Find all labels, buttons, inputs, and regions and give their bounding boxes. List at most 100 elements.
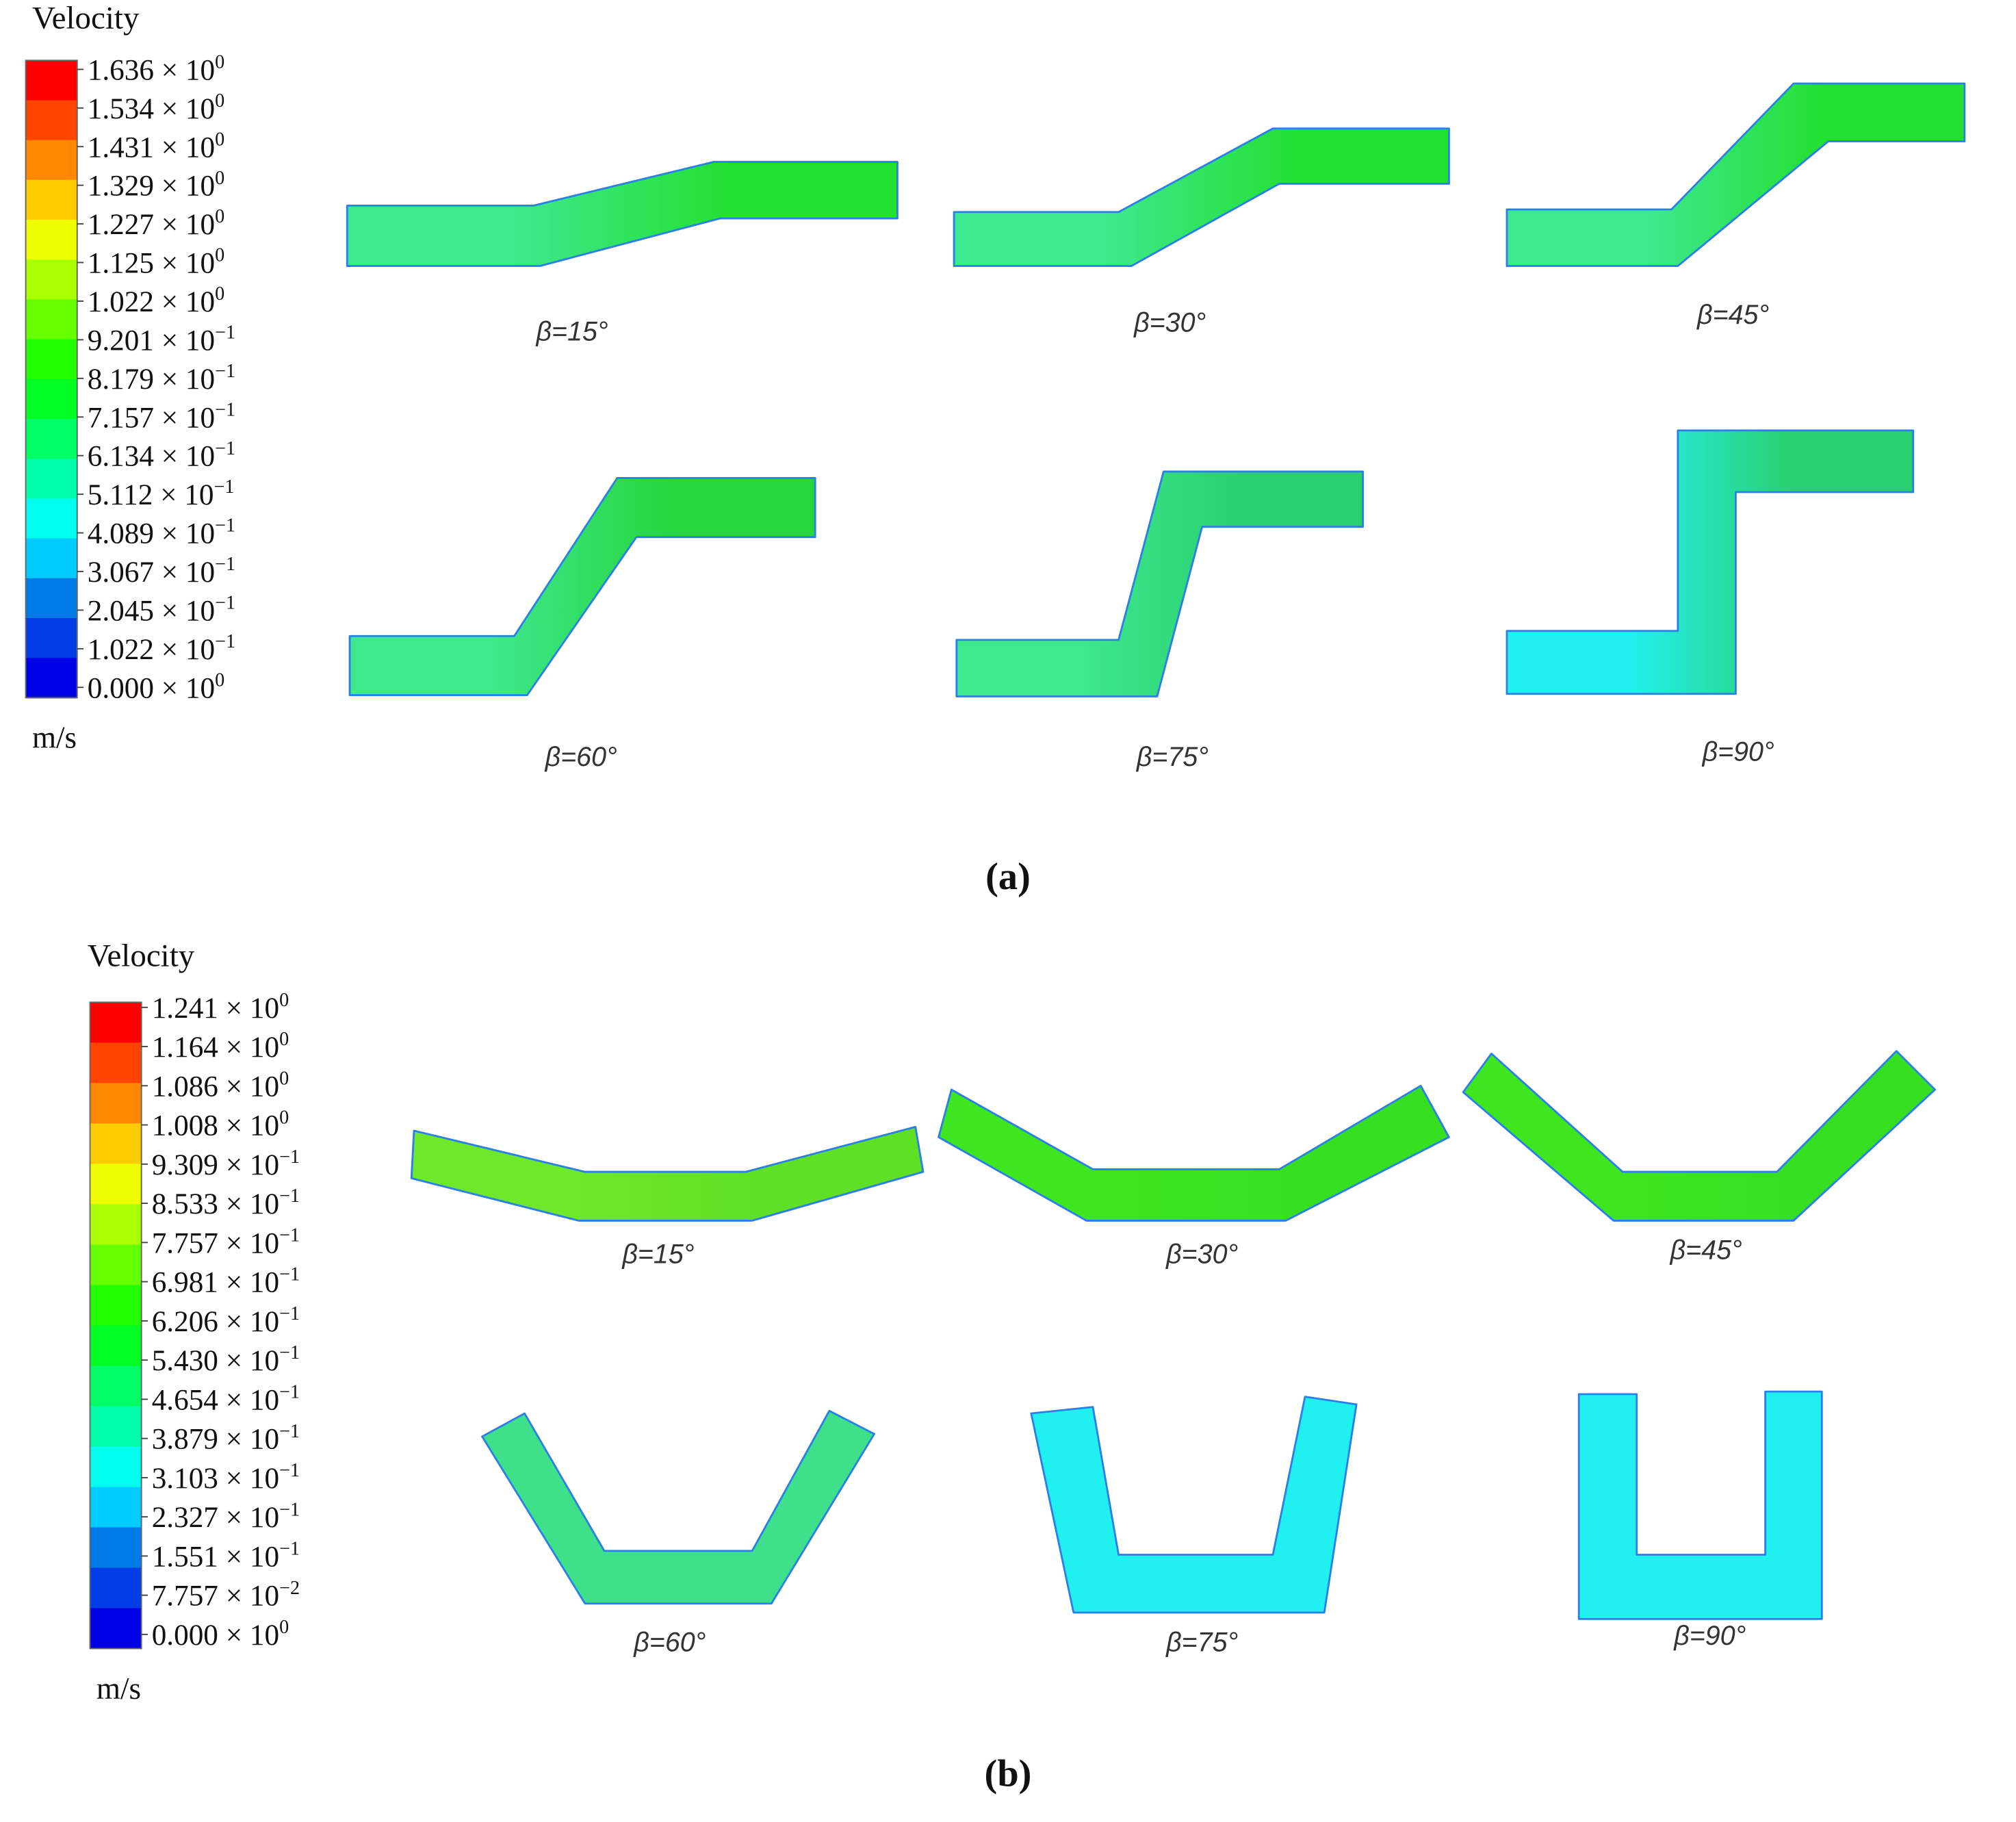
tick-mantissa: 6.206 × 10 xyxy=(152,1306,279,1338)
colorbar-tick-label: 1.086 × 100 xyxy=(152,1068,289,1103)
colorbar-band xyxy=(90,1164,142,1205)
case-label: β=30° xyxy=(1133,307,1206,337)
tick-exponent: 0 xyxy=(279,990,289,1011)
tick-mantissa: 8.533 × 10 xyxy=(152,1188,279,1220)
tick-mantissa: 1.227 × 10 xyxy=(88,209,215,241)
colorbar-frame xyxy=(89,1001,142,1650)
tick-exponent: −1 xyxy=(215,631,235,652)
colorbar-tick-label: 1.227 × 100 xyxy=(88,206,224,241)
tick-mantissa: 3.103 × 10 xyxy=(152,1463,279,1495)
case-label: β=15° xyxy=(535,316,608,346)
colorbar-band xyxy=(90,1002,142,1044)
tick-mantissa: 1.241 × 10 xyxy=(152,992,279,1025)
colorbar-band xyxy=(25,658,77,699)
colorbar-tick-label: 0.000 × 100 xyxy=(152,1617,289,1652)
case-label: β=75° xyxy=(1136,742,1209,772)
tick-mantissa: 6.981 × 10 xyxy=(152,1267,279,1299)
tick-exponent: −1 xyxy=(215,515,235,537)
colorbar-band xyxy=(90,1042,142,1084)
tick-exponent: −1 xyxy=(215,554,235,575)
colorbar-band xyxy=(90,1083,142,1125)
colorbar-tick-label: 3.067 × 10−1 xyxy=(88,554,235,589)
colorbar-tick-label: 3.879 × 10−1 xyxy=(152,1421,300,1456)
colorbar-tick-label: 1.431 × 100 xyxy=(88,129,224,164)
tick-exponent: −1 xyxy=(279,1539,300,1560)
colorbar-tick-label: 1.329 × 100 xyxy=(88,168,224,203)
tick-mantissa: 4.089 × 10 xyxy=(88,518,215,550)
colorbar-band xyxy=(25,578,77,619)
tick-exponent: 0 xyxy=(215,206,224,227)
colorbar-band xyxy=(25,299,77,340)
tick-exponent: −1 xyxy=(279,1342,300,1363)
colorbar-band xyxy=(90,1325,142,1367)
tick-exponent: 0 xyxy=(215,129,224,150)
colorbar-tick-label: 1.534 × 100 xyxy=(88,90,224,125)
tick-mantissa: 1.164 × 10 xyxy=(152,1031,279,1064)
colorbar-tick-label: 7.757 × 10−1 xyxy=(152,1224,300,1259)
tick-mantissa: 6.134 × 10 xyxy=(88,441,215,473)
case-label: β=90° xyxy=(1673,1621,1746,1651)
flow-contour xyxy=(1462,1050,1937,1222)
case-label: β=30° xyxy=(1165,1239,1238,1269)
colorbar-band xyxy=(25,179,77,220)
tick-mantissa: 1.431 × 10 xyxy=(88,131,215,164)
colorbar-band xyxy=(25,339,77,380)
colorbar-band xyxy=(90,1365,142,1407)
tick-exponent: 0 xyxy=(279,1107,289,1129)
colorbar-tick-label: 6.981 × 10−1 xyxy=(152,1264,300,1299)
colorbar-tick-label: 1.551 × 10−1 xyxy=(152,1539,300,1574)
tick-exponent: 0 xyxy=(215,168,224,189)
tick-exponent: 0 xyxy=(215,90,224,112)
colorbar-band xyxy=(25,498,77,539)
tick-exponent: −1 xyxy=(215,322,235,344)
tick-mantissa: 2.045 × 10 xyxy=(88,595,215,627)
colorbar-band xyxy=(25,378,77,420)
colorbar-band xyxy=(90,1446,142,1488)
colorbar-band xyxy=(25,418,77,460)
flow-contour xyxy=(1030,1396,1358,1614)
colorbar-band xyxy=(90,1204,142,1246)
tick-mantissa: 4.654 × 10 xyxy=(152,1384,279,1416)
tick-exponent: −1 xyxy=(279,1185,300,1207)
case-label: β=60° xyxy=(633,1627,706,1657)
tick-exponent: −1 xyxy=(279,1146,300,1168)
flow-contour xyxy=(1505,82,1966,268)
tick-exponent: −1 xyxy=(215,593,235,614)
tick-mantissa: 8.179 × 10 xyxy=(88,363,215,396)
tick-exponent: 0 xyxy=(279,1029,289,1050)
tick-exponent: 0 xyxy=(279,1617,289,1638)
tick-mantissa: 1.008 × 10 xyxy=(152,1110,279,1142)
tick-mantissa: 7.157 × 10 xyxy=(88,402,215,434)
tick-mantissa: 3.067 × 10 xyxy=(88,556,215,589)
colorbar-band xyxy=(25,538,77,579)
colorbar-tick-label: 1.022 × 100 xyxy=(88,283,224,318)
colorbar-band xyxy=(25,259,77,300)
tick-exponent: −1 xyxy=(279,1224,300,1246)
tick-exponent: −1 xyxy=(214,476,235,498)
tick-mantissa: 1.551 × 10 xyxy=(152,1541,279,1573)
colorbar-band xyxy=(25,459,77,500)
tick-mantissa: 1.125 × 10 xyxy=(88,248,215,280)
flow-contour xyxy=(346,161,899,268)
tick-mantissa: 5.112 × 10 xyxy=(88,479,214,511)
colorbar-frame xyxy=(25,60,78,699)
colorbar-tick-label: 7.157 × 10−1 xyxy=(88,399,235,434)
colorbar-tick-label: 1.008 × 100 xyxy=(152,1107,289,1142)
colorbar-tick-label: 1.022 × 10−1 xyxy=(88,631,235,666)
colorbar-band xyxy=(90,1567,142,1609)
panel-label: (b) xyxy=(985,1752,1032,1795)
tick-mantissa: 0.000 × 10 xyxy=(152,1619,279,1652)
tick-exponent: 0 xyxy=(279,1068,289,1089)
case-label: β=90° xyxy=(1702,736,1774,767)
case-label: β=45° xyxy=(1670,1235,1742,1266)
tick-mantissa: 9.309 × 10 xyxy=(152,1149,279,1181)
flow-contour xyxy=(938,1084,1450,1222)
colorbar-band xyxy=(90,1123,142,1165)
tick-exponent: 0 xyxy=(215,245,224,266)
colorbar-band xyxy=(90,1285,142,1326)
colorbar-band xyxy=(25,617,77,659)
colorbar-tick-label: 8.179 × 10−1 xyxy=(88,361,235,396)
tick-mantissa: 2.327 × 10 xyxy=(152,1502,279,1534)
colorbar-tick-label: 1.636 × 100 xyxy=(88,52,224,87)
